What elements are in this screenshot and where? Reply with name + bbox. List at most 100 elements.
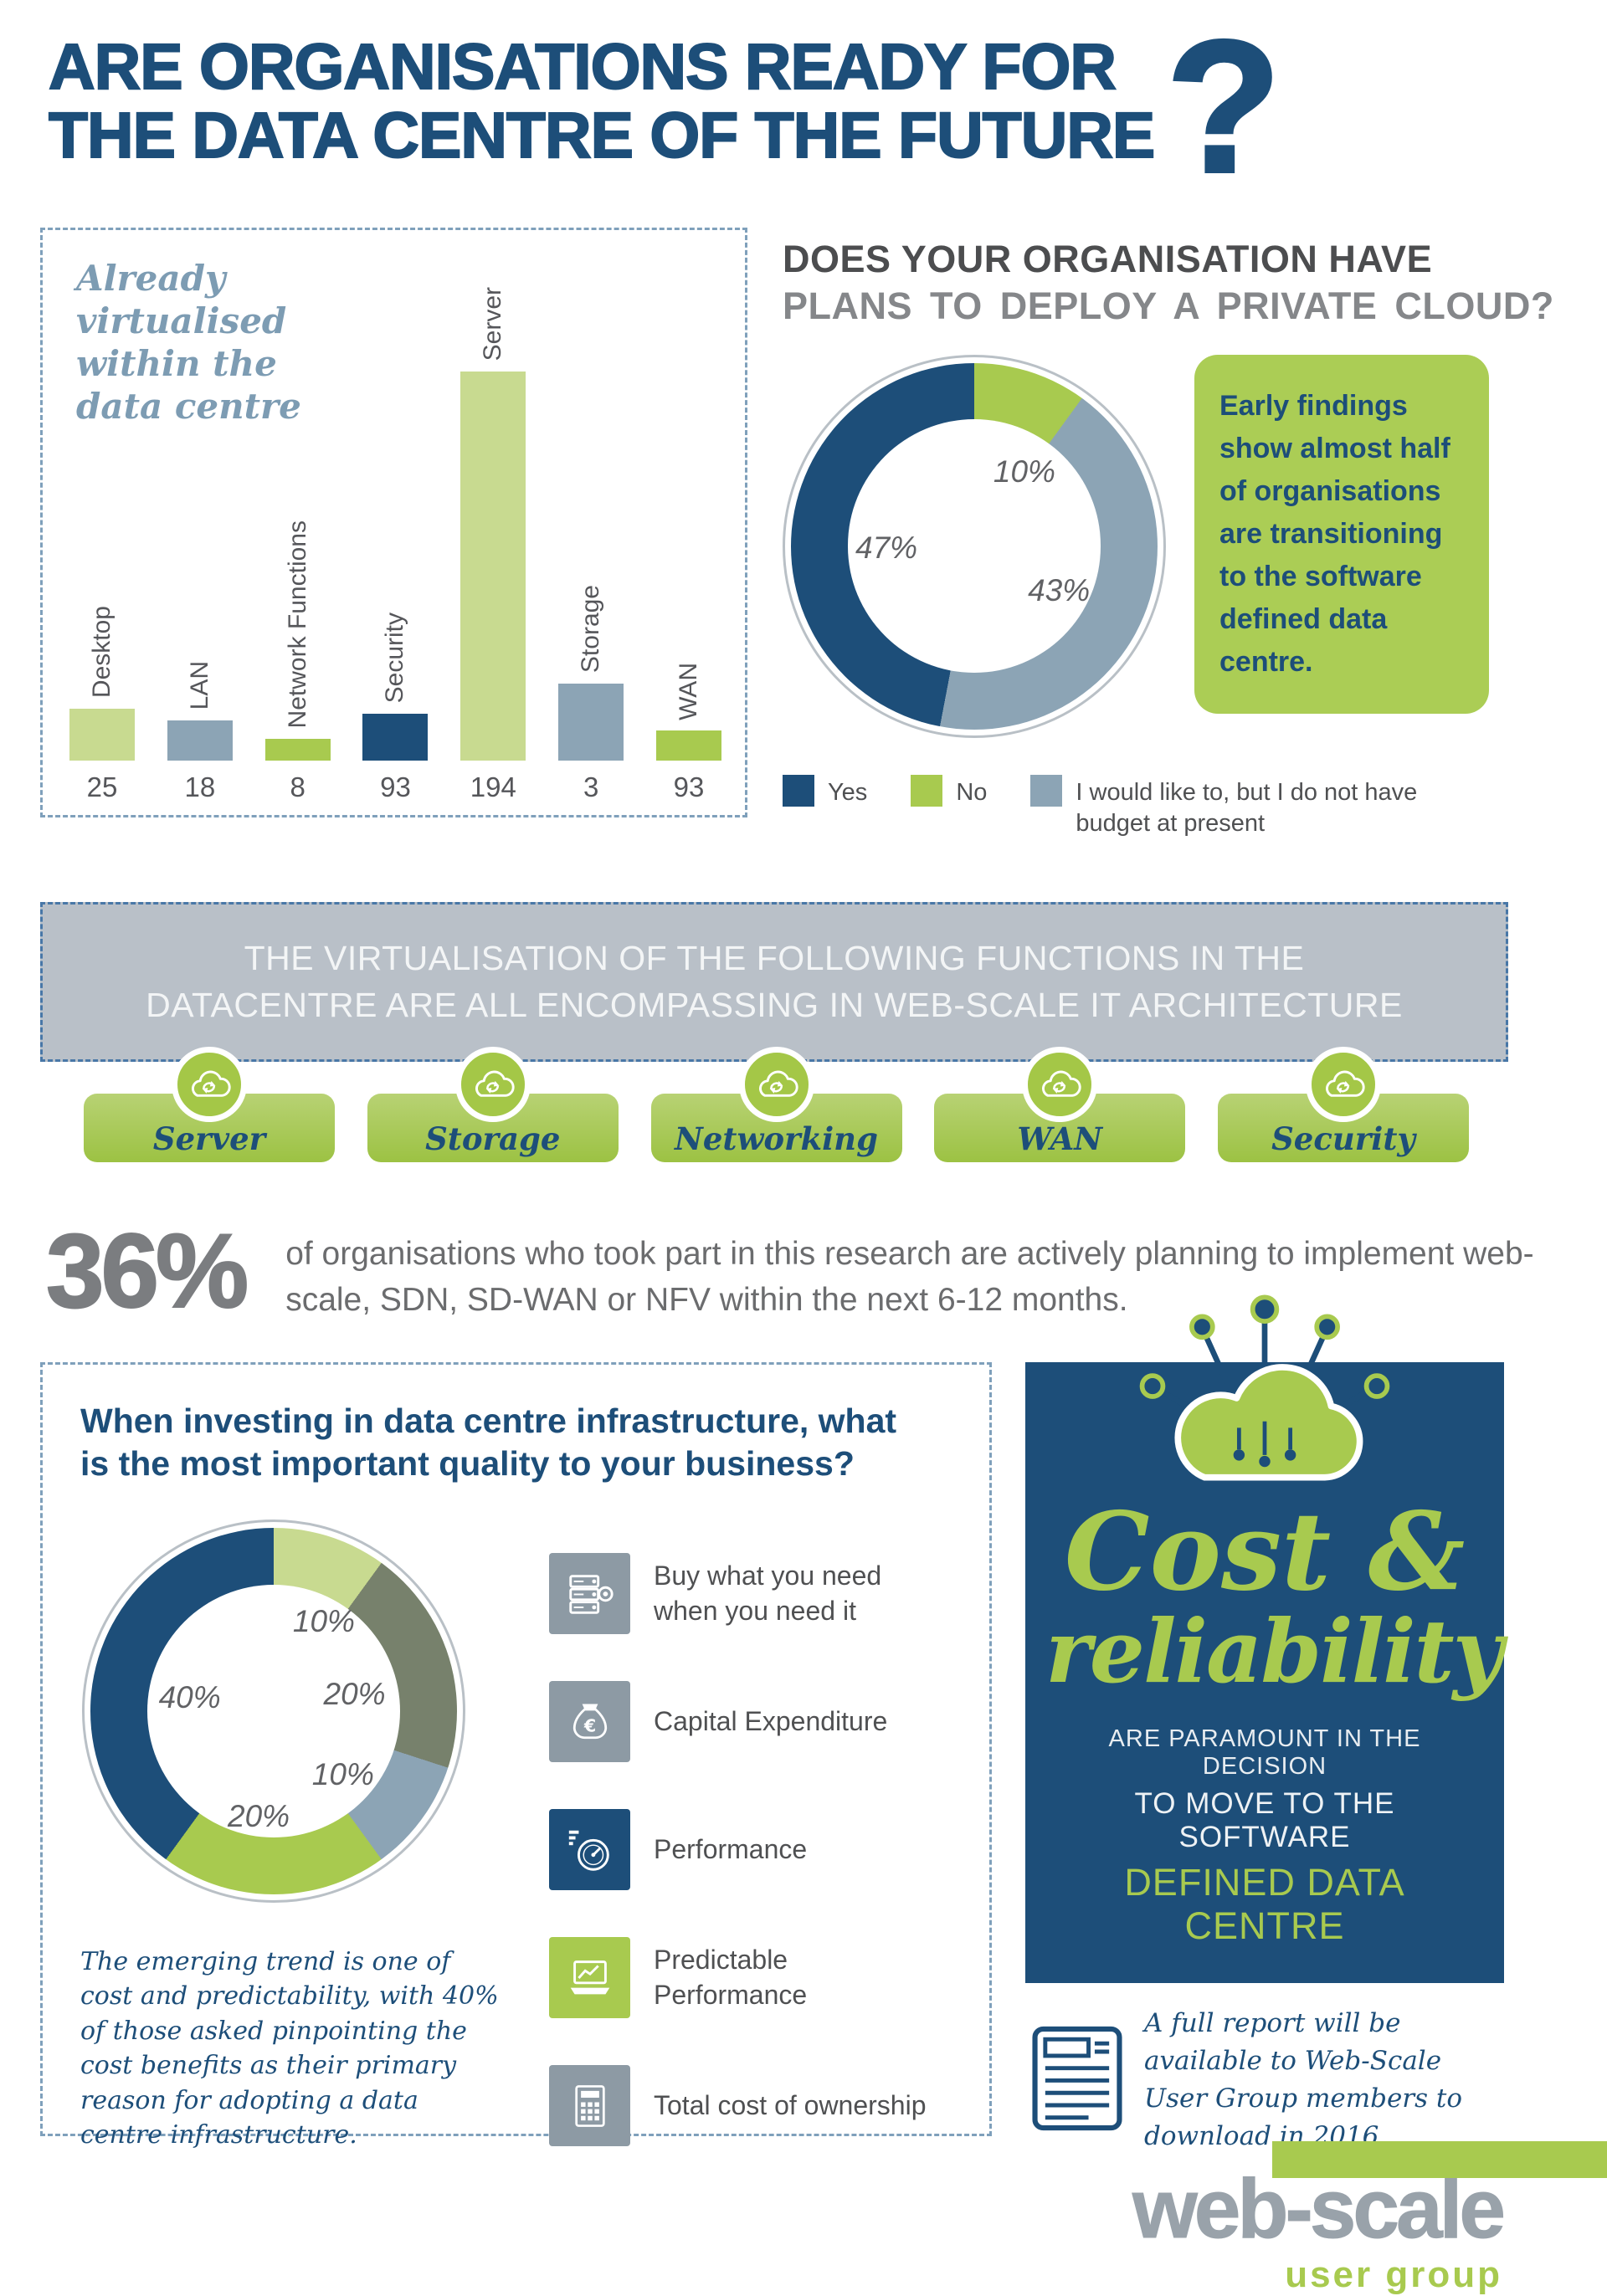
investment-heading-2: is the most important quality to your bu…	[80, 1444, 855, 1484]
pill-label: Server	[152, 1120, 266, 1158]
investment-box: When investing in data centre infrastruc…	[40, 1361, 992, 2150]
cloud-sync-icon	[1022, 1047, 1098, 1123]
private-cloud-donut: 10% 43% 47%	[783, 354, 1166, 738]
legend-item-2: No	[911, 774, 988, 809]
slice-label-40-navy: 40%	[158, 1680, 221, 1715]
bar-value: 93	[673, 771, 705, 802]
slice-label-20-olive: 20%	[323, 1676, 386, 1711]
reliability-line: reliability	[1045, 1600, 1503, 1704]
investment-item-label: Buy what you need when you need it	[654, 1561, 882, 1626]
private-cloud-heading-1: DOES YOUR ORGANISATION HAVE	[783, 237, 1433, 280]
report-text: A full report will be available to Web-S…	[1144, 2008, 1462, 2152]
bar-value: 18	[184, 771, 216, 802]
pill-label: Storage	[425, 1120, 561, 1158]
pill-security: Security	[1218, 1047, 1469, 1163]
pill-storage: Storage	[367, 1047, 619, 1163]
investment-item: Performance	[549, 1809, 930, 1891]
cloud-sync-icon	[172, 1047, 247, 1123]
function-pills: Server Storage Networking WAN Security	[84, 1047, 1469, 1163]
money-bag-icon: €	[549, 1681, 630, 1763]
report-document-icon	[1030, 2025, 1124, 2136]
legend-item-3: I would like to, but I do not have budge…	[1030, 774, 1452, 840]
legend-swatch	[911, 774, 943, 807]
private-cloud-section: DOES YOUR ORGANISATION HAVE PLANS TO DEP…	[783, 228, 1567, 840]
bar-rect	[558, 683, 624, 761]
donut-outer-ring	[82, 1520, 465, 1904]
report-note: A full report will be available to Web-S…	[1025, 2005, 1504, 2155]
pill-server: Server	[84, 1047, 335, 1163]
title-line-2: THE DATA CENTRE OF THE FUTURE	[48, 99, 1156, 172]
slice-label-10-light-green: 10%	[292, 1603, 355, 1638]
private-cloud-donut-pie	[791, 362, 1158, 730]
slice-label-10-gray: 10%	[311, 1757, 374, 1792]
svg-text:€: €	[583, 1715, 595, 1735]
gauge-icon	[549, 1809, 630, 1891]
early-findings-callout: Early findings show almost half of organ…	[1194, 354, 1489, 714]
bar-category-label: Server	[479, 287, 507, 361]
title-line-1: ARE ORGANISATIONS READY FOR	[48, 31, 1117, 103]
cost-caps-1: ARE PARAMOUNT IN THE DECISION	[1108, 1725, 1421, 1781]
bar-storage: Storage 3	[558, 585, 624, 802]
title-question-mark: ?	[1164, 1, 1282, 212]
investment-item-label: Predictable Performance	[654, 1945, 808, 2010]
donut-hole	[847, 419, 1101, 673]
donut-hole	[146, 1584, 401, 1838]
investment-item: € Capital Expenditure	[549, 1681, 930, 1763]
donut-outer-ring	[783, 354, 1166, 738]
investment-left: 10% 20% 10% 20% 40% The emerging trend i…	[80, 1520, 537, 2152]
investment-item: Total cost of ownership	[549, 2065, 930, 2147]
investment-body: 10% 20% 10% 20% 40% The emerging trend i…	[80, 1520, 952, 2152]
bar-rect	[264, 738, 331, 761]
legend-label: I would like to, but I do not have budge…	[1076, 778, 1418, 838]
bar-network-functions: Network Functions 8	[264, 520, 331, 802]
legend-item-1: Yes	[783, 774, 868, 809]
investment-item-label: Capital Expenditure	[654, 1705, 888, 1736]
investment-item: Buy what you need when you need it	[549, 1553, 930, 1635]
pill-label: WAN	[1017, 1120, 1103, 1158]
bar-value: 3	[583, 771, 599, 802]
investment-donut-pie	[90, 1528, 457, 1895]
bar-value: 194	[470, 771, 516, 802]
investment-heading: When investing in data centre infrastruc…	[80, 1400, 952, 1486]
legend-label: Yes	[828, 778, 868, 806]
private-cloud-row: 10% 43% 47% Early findings show almost h…	[783, 354, 1567, 738]
cloud-sync-icon	[738, 1047, 814, 1123]
slice-label-yes: 47%	[855, 530, 918, 566]
pill-label: Security	[1271, 1120, 1415, 1158]
slice-label-no: 10%	[993, 454, 1055, 489]
bar-value: 93	[380, 771, 411, 802]
legend-label: No	[956, 778, 988, 806]
slice-label-no-budget: 43%	[1028, 572, 1091, 607]
emerging-trend-note: The emerging trend is one of cost and pr…	[80, 1947, 499, 2150]
virtualised-chart-box: Already virtualised within the data cent…	[40, 227, 747, 817]
bar-server: Server 194	[460, 287, 526, 802]
cost-caps-2: TO MOVE TO THE SOFTWARE	[1134, 1787, 1395, 1854]
cloud-network-icon	[1045, 1285, 1484, 1514]
investment-item: Predictable Performance	[549, 1937, 930, 2019]
investment-item-label: Performance	[654, 1833, 808, 1864]
bar-rect	[69, 708, 135, 761]
bar-rect	[167, 720, 233, 761]
bar-category-label: Network Functions	[283, 520, 311, 729]
banner-line-1: THE VIRTUALISATION OF THE FOLLOWING FUNC…	[244, 938, 1305, 977]
private-cloud-legend: Yes No I would like to, but I do not have …	[783, 774, 1567, 840]
bar-value: 25	[86, 771, 118, 802]
calculator-icon	[549, 2065, 630, 2147]
top-section: Already virtualised within the data cent…	[40, 227, 1567, 840]
stat-36: 36% of organisations who took part in th…	[45, 1218, 1557, 1325]
banner: THE VIRTUALISATION OF THE FOLLOWING FUNC…	[40, 901, 1508, 1063]
investment-legend: Buy what you need when you need it € Capit…	[549, 1520, 930, 2152]
bar-category-label: Desktop	[88, 606, 116, 699]
stat-text: of organisations who took part in this r…	[285, 1236, 1534, 1319]
webscale-logo: web-scale user group	[1025, 2167, 1506, 2296]
bar-wan: WAN 93	[655, 663, 721, 803]
logo-sub-text: user group	[1285, 2254, 1502, 2296]
bar-desktop: Desktop 25	[69, 606, 135, 802]
cloud-sync-icon	[454, 1047, 531, 1123]
page-header: ARE ORGANISATIONS READY FOR THE DATA CEN…	[0, 0, 1607, 212]
cost-reliability-card: Cost & reliability ARE PARAMOUNT IN THE …	[1025, 1294, 1504, 1984]
virtualised-chart-title: Already virtualised within the data cent…	[76, 257, 301, 428]
page-title: ARE ORGANISATIONS READY FOR THE DATA CEN…	[48, 31, 1156, 172]
bar-rect	[362, 713, 429, 761]
